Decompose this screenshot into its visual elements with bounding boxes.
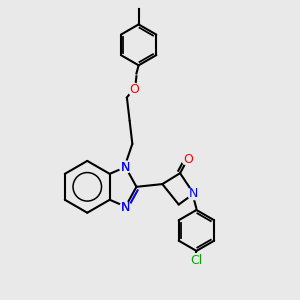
Text: N: N bbox=[121, 202, 130, 214]
Circle shape bbox=[190, 254, 203, 267]
Circle shape bbox=[119, 202, 131, 214]
Text: O: O bbox=[129, 83, 139, 96]
Circle shape bbox=[182, 153, 194, 165]
Text: N: N bbox=[121, 160, 130, 173]
Text: N: N bbox=[121, 160, 130, 173]
Text: Cl: Cl bbox=[190, 254, 202, 267]
Circle shape bbox=[128, 83, 140, 95]
Text: N: N bbox=[189, 187, 198, 200]
Text: N: N bbox=[121, 202, 130, 214]
Circle shape bbox=[119, 161, 131, 173]
Text: O: O bbox=[183, 152, 193, 166]
Circle shape bbox=[188, 188, 200, 200]
